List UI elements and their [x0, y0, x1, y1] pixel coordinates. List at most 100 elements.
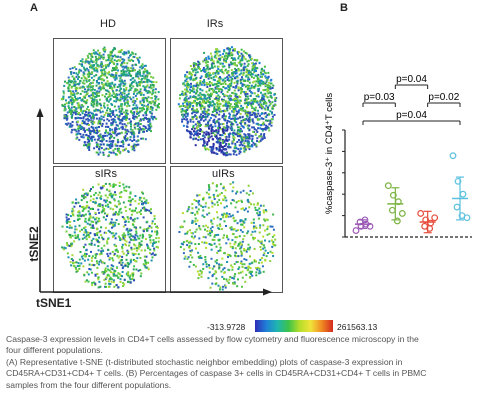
tsne-point	[216, 80, 219, 83]
tsne-point	[209, 227, 212, 230]
tsne-point	[180, 225, 183, 228]
tsne-point	[206, 111, 208, 114]
tsne-point	[127, 274, 130, 277]
tsne-point	[258, 62, 261, 65]
tsne-point	[110, 267, 113, 270]
tsne-point	[128, 229, 131, 232]
tsne-point	[259, 114, 261, 117]
tsne-point	[213, 239, 216, 241]
tsne-point	[129, 261, 132, 264]
tsne-point	[187, 206, 190, 209]
tsne-point	[96, 64, 99, 67]
tsne-point	[154, 99, 157, 102]
tsne-point	[262, 247, 265, 250]
tsne-point	[149, 123, 152, 125]
tsne-point	[251, 118, 254, 121]
tsne-point	[223, 141, 226, 144]
tsne-point	[251, 65, 254, 68]
tsne-point	[237, 67, 240, 70]
tsne-point	[206, 97, 209, 100]
tsne-point	[204, 256, 207, 258]
tsne-point	[132, 99, 135, 102]
tsne-point	[191, 116, 194, 119]
tsne-point	[245, 266, 248, 269]
tsne-point	[85, 235, 88, 238]
tsne-point	[243, 209, 246, 212]
tsne-point	[134, 195, 137, 197]
tsne-point	[150, 75, 153, 78]
tsne-point	[76, 136, 79, 139]
tsne-point	[64, 108, 67, 111]
tsne-point	[134, 89, 137, 92]
tsne-point	[199, 269, 202, 272]
tsne-point	[143, 206, 146, 209]
tsne-point	[112, 279, 115, 282]
tsne-point	[251, 110, 254, 113]
tsne-point	[80, 199, 83, 202]
tsne-point	[234, 59, 237, 62]
tsne-point	[113, 269, 116, 272]
tsne-point	[235, 229, 238, 232]
tsne-point	[132, 224, 135, 226]
tsne-point	[192, 70, 195, 73]
tsne-point	[257, 109, 259, 112]
tsne-point	[123, 278, 126, 281]
tsne-point	[244, 135, 247, 138]
tsne-point	[249, 145, 252, 148]
tsne-point	[182, 243, 184, 246]
tsne-point	[115, 205, 118, 208]
tsne-point	[138, 119, 141, 122]
tsne-point	[110, 124, 113, 127]
tsne-point	[154, 253, 157, 256]
tsne-point	[66, 243, 69, 246]
tsne-point	[240, 207, 243, 210]
tsne-point	[97, 203, 100, 206]
tsne-point	[124, 134, 127, 137]
tsne-point	[195, 223, 198, 225]
tsne-point	[118, 235, 120, 238]
tsne-point	[98, 94, 100, 97]
tsne-point	[113, 67, 116, 69]
tsne-point	[228, 153, 231, 156]
tsne-point	[231, 110, 234, 113]
tsne-point	[211, 110, 214, 113]
tsne-point	[186, 103, 189, 106]
tsne-point	[232, 136, 235, 139]
tsne-point	[76, 123, 79, 126]
tsne-point	[239, 112, 242, 115]
tsne-point	[108, 269, 111, 272]
tsne-point	[90, 239, 93, 242]
tsne-point	[252, 100, 255, 103]
tsne-point	[103, 106, 106, 109]
tsne-point	[241, 120, 244, 123]
tsne-point	[85, 58, 88, 61]
tsne-point	[90, 120, 93, 123]
caption-line: (A) Representative t-SNE (t-distributed …	[6, 356, 403, 367]
tsne-point	[195, 200, 198, 202]
tsne-point	[180, 242, 183, 245]
tsne-point	[215, 189, 218, 192]
tsne-point	[61, 246, 64, 249]
tsne-point	[219, 77, 222, 80]
tsne-point	[83, 227, 86, 230]
tsne-point	[246, 112, 249, 115]
tsne-point	[109, 184, 112, 187]
tsne-point	[264, 239, 266, 242]
tsne-point	[195, 117, 198, 120]
tsne-point	[241, 266, 244, 268]
tsne-point	[101, 210, 104, 213]
tsne-point	[210, 127, 213, 130]
tsne-point	[134, 244, 137, 247]
tsne-point	[79, 117, 81, 120]
tsne-point	[199, 125, 202, 127]
tsne-point	[120, 264, 123, 267]
tsne-point	[135, 230, 138, 233]
tsne-point	[262, 82, 265, 85]
tsne-point	[139, 100, 142, 103]
tsne-point	[134, 209, 136, 212]
tsne-point	[227, 146, 230, 149]
tsne-point	[99, 151, 102, 154]
tsne-point	[264, 75, 267, 78]
tsne2-axis-label: tSNE2	[27, 226, 41, 262]
tsne-point	[245, 98, 248, 101]
